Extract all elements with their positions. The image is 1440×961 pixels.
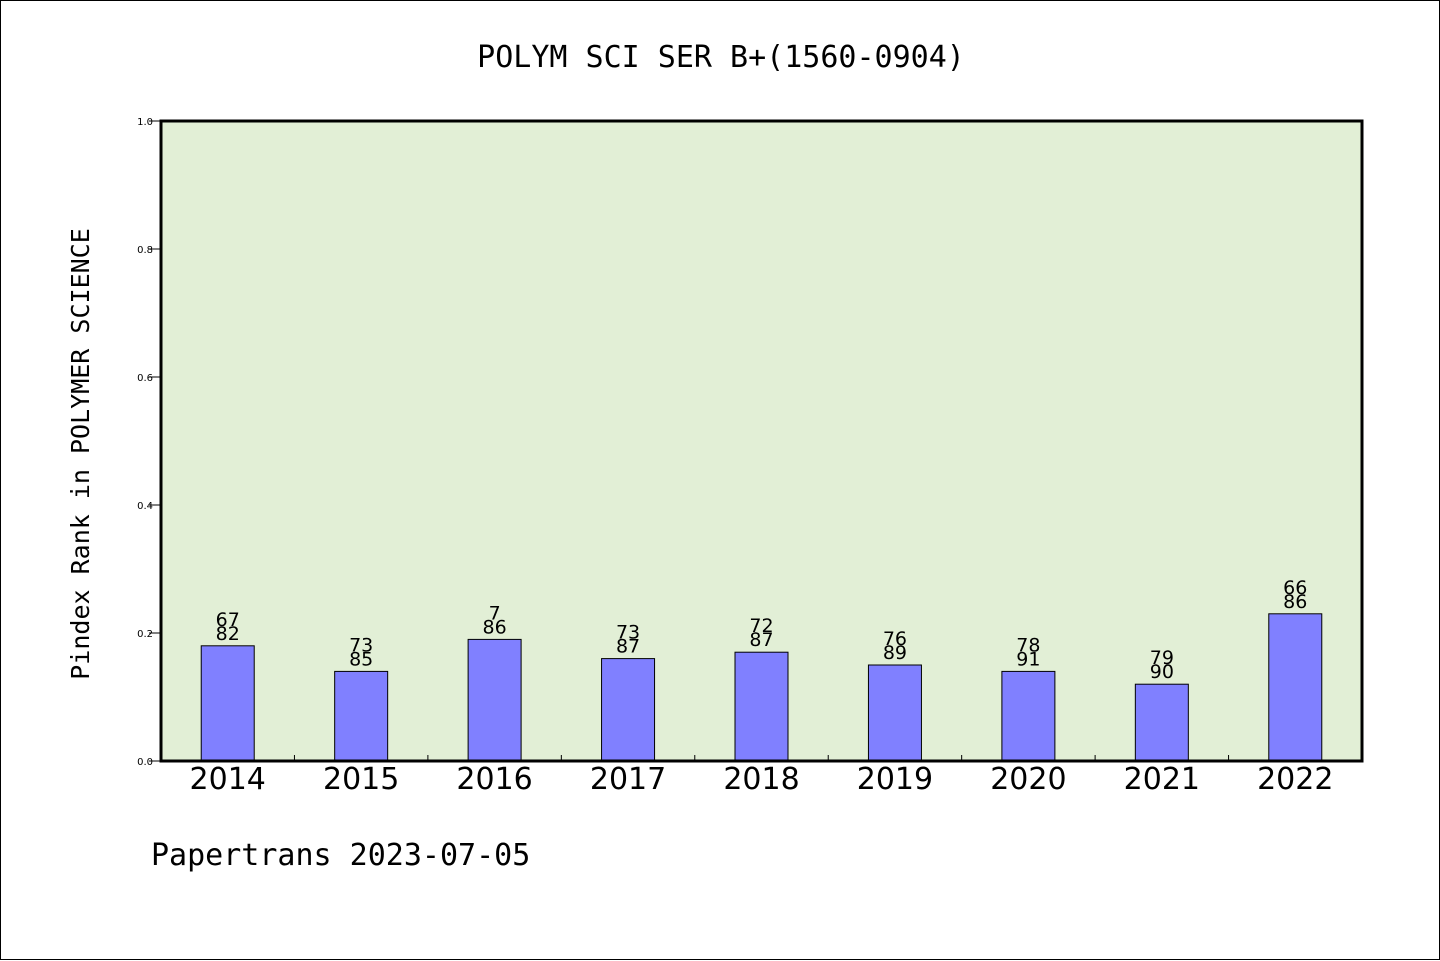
y-tick-label: 1.0 [137,117,153,128]
bar-2017 [601,658,656,762]
chart-title: POLYM SCI SER B+(1560-0904) [477,40,965,75]
y-axis-label: Pindex Rank in POLYMER SCIENCE [66,228,95,680]
bar-2018 [734,651,789,762]
x-axis-ticks: 2014 2015 2016 2017 2018 2019 2020 2021 2022 [190,755,1333,797]
bar-total-label: 91 [1016,648,1040,670]
bar-2020 [1001,670,1056,762]
bar-total-label: 89 [883,642,907,664]
bar-total-label: 85 [349,648,373,670]
x-tick-label: 2021 [1124,762,1200,797]
bar-rank-label: 72 [749,615,773,637]
bar-rank-label: 7 [489,602,501,624]
bar-rank-label: 79 [1150,647,1174,669]
x-tick-label: 2015 [323,762,399,797]
y-axis-ticks: 0.0 0.2 0.4 0.6 0.8 1.0 [137,117,161,768]
bar-2019 [867,664,922,762]
x-tick-label: 2016 [456,762,532,797]
bar-total-label: 87 [749,629,773,651]
bar-total-label: 86 [483,616,507,638]
footer-credit: Papertrans 2023-07-05 [151,838,530,873]
bar-total-label: 90 [1150,661,1174,683]
bar-total-label: 86 [1283,591,1307,613]
x-tick-label: 2019 [857,762,933,797]
bar-2021 [1134,683,1189,762]
bars-group [200,613,1323,762]
plot-border [159,119,1364,763]
y-tick-label: 0.4 [137,501,153,512]
bar-2014 [200,645,255,762]
bar-rank-label: 73 [616,622,640,644]
y-tick-label: 0.6 [137,373,153,384]
x-tick-label: 2014 [190,762,266,797]
bar-2015 [334,670,389,762]
bar-rank-label: 66 [1283,577,1307,599]
bar-rank-label: 78 [1016,634,1040,656]
bar-rank-label: 73 [349,634,373,656]
bar-rank-label: 76 [883,628,907,650]
x-tick-label: 2022 [1257,762,1333,797]
bar-total-label: 87 [616,636,640,658]
bar-2022 [1268,613,1323,762]
y-tick-label: 0.2 [137,629,153,640]
x-tick-label: 2017 [590,762,666,797]
bar-rank-label: 67 [216,609,240,631]
x-tick-label: 2020 [990,762,1066,797]
y-tick-label: 0.8 [137,245,153,256]
bar-2016 [467,638,522,762]
y-tick-label: 0.0 [137,757,153,768]
x-tick-label: 2018 [723,762,799,797]
bar-total-label: 82 [216,623,240,645]
